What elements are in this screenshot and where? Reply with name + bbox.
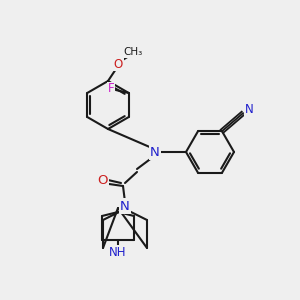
Text: N: N [150, 146, 160, 158]
Text: N: N [244, 103, 253, 116]
Text: F: F [107, 82, 114, 95]
Text: N: N [120, 200, 130, 212]
Text: NH: NH [109, 245, 127, 259]
Text: O: O [113, 58, 123, 70]
Text: O: O [98, 175, 108, 188]
Text: CH₃: CH₃ [123, 47, 142, 57]
